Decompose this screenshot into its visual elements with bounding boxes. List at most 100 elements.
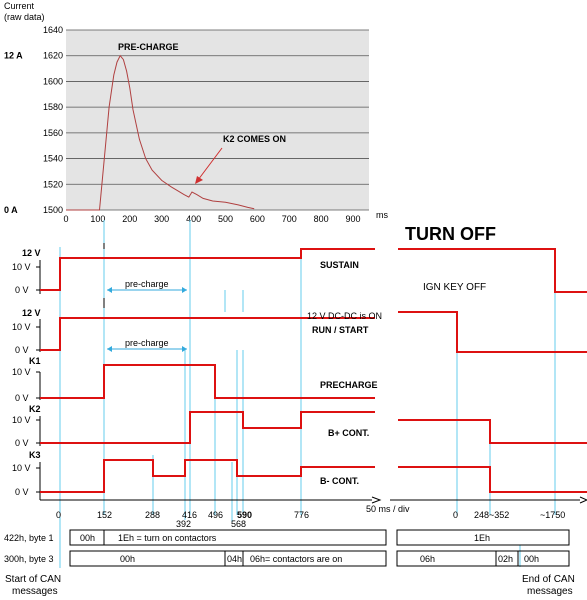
x-tick-label: 0	[63, 214, 68, 224]
ign-key-off-label: IGN KEY OFF	[423, 282, 486, 293]
precharge-label: PRECHARGE	[320, 380, 378, 390]
can-row1-b: 1Eh = turn on contactors	[118, 533, 217, 543]
y-tick-label: 1620	[43, 51, 63, 61]
start-can-label-1: Start of CAN	[5, 574, 61, 585]
run-10v-label: 10 V	[12, 322, 31, 332]
can-row1-a: 00h	[80, 533, 95, 543]
can-row2-box-off	[396, 550, 570, 567]
sustain-label: SUSTAIN	[320, 260, 359, 270]
x-label-0: 0	[56, 510, 61, 520]
k2-10v-label: 10 V	[12, 415, 31, 425]
sustain-0v-label: 0 V	[15, 285, 29, 295]
sustain-wave	[40, 248, 375, 291]
timing-x-labels: 0 152 288 416 496 590 776 392 568 0 248~…	[56, 504, 565, 529]
k2-0v-label: 0 V	[15, 438, 29, 448]
precharge-wave	[40, 364, 375, 399]
y-tick-label: 1580	[43, 102, 63, 112]
timing-y-labels: 12 V 10 V 0 V 12 V 10 V 0 V K1 10 V 0 V …	[12, 248, 41, 497]
run-start-wave	[40, 317, 375, 351]
run-12v-label: 12 V	[22, 308, 41, 318]
k3-10v-label: 10 V	[12, 463, 31, 473]
can-row2-f: 00h	[524, 554, 539, 564]
pre-charge-label-2: pre-charge	[125, 338, 169, 348]
waveforms	[40, 248, 587, 493]
can-row2-d: 06h	[420, 554, 435, 564]
timing-axes	[36, 260, 587, 504]
x-tick-label: 400	[186, 214, 201, 224]
bplus-wave	[40, 411, 375, 444]
x-tick-label: 800	[314, 214, 329, 224]
pre-charge-spans: pre-charge pre-charge	[107, 279, 187, 352]
x-tick-label: 600	[250, 214, 265, 224]
x-label-568: 568	[231, 519, 246, 529]
annotation-arrow	[197, 147, 223, 181]
k3-label: K3	[29, 450, 41, 460]
dc-dc-on-label: 12 V DC-DC is ON	[307, 311, 382, 321]
can-row2-label: 300h, byte 3	[4, 554, 54, 564]
k1-10v-label: 10 V	[12, 367, 31, 377]
y-axis-ticks: 1500 1520 1540 1560 1580 1600 1620 1640 12 A 0 A	[4, 25, 63, 215]
start-can-label-2: messages	[12, 586, 58, 597]
x-label-288: 288	[145, 510, 160, 520]
x-tick-label: 100	[90, 214, 105, 224]
x-axis-label: ms	[376, 210, 388, 220]
y-tick-label: 1600	[43, 76, 63, 86]
annotation-pre-charge: PRE-CHARGE	[118, 42, 179, 52]
y-tick-label: 1520	[43, 179, 63, 189]
y-tick-label: 1500	[43, 205, 63, 215]
x-label-496: 496	[208, 510, 223, 520]
x-tick-label: 200	[122, 214, 137, 224]
y-axis-label-line1: Current	[4, 1, 35, 11]
pre-charge-label-1: pre-charge	[125, 279, 169, 289]
can-row2-c: 06h= contactors are on	[250, 554, 342, 564]
sustain-12v-label: 12 V	[22, 248, 41, 258]
bminus-label: B- CONT.	[320, 476, 359, 486]
off-label-1750: ~1750	[540, 510, 565, 520]
amp-label: 0 A	[4, 205, 18, 215]
y-axis-label-line2: (raw data)	[4, 12, 45, 22]
k1-0v-label: 0 V	[15, 393, 29, 403]
channel-names: SUSTAIN 12 V DC-DC is ON RUN / START PRE…	[307, 260, 486, 486]
run-0v-label: 0 V	[15, 345, 29, 355]
turn-off-title: TURN OFF	[405, 224, 496, 244]
can-row2-e: 02h	[498, 554, 513, 564]
can-row1-label: 422h, byte 1	[4, 533, 54, 543]
x-label-416: 416	[182, 510, 197, 520]
current-series-line	[66, 54, 255, 211]
bplus-wave-off	[398, 419, 587, 444]
x-tick-label: 700	[282, 214, 297, 224]
end-can-label-2: messages	[527, 586, 573, 597]
plot-area	[66, 30, 369, 210]
bminus-wave-off	[398, 466, 587, 493]
x-tick-label: 500	[218, 214, 233, 224]
run-start-wave-off	[398, 311, 587, 353]
k3-0v-label: 0 V	[15, 487, 29, 497]
off-label-0: 0	[453, 510, 458, 520]
can-row1-box	[69, 529, 387, 546]
sustain-wave-off	[398, 248, 587, 293]
x-tick-label: 900	[346, 214, 361, 224]
k2-label: K2	[29, 404, 41, 414]
sustain-10v-label: 10 V	[12, 262, 31, 272]
x-label-392: 392	[176, 519, 191, 529]
x-label-590: 590	[237, 510, 252, 520]
off-label-248-352: 248~352	[474, 510, 509, 520]
scale-label: 50 ms / div	[366, 504, 410, 514]
x-axis-ticks: 0 100 200 300 400 500 600 700 800 900	[63, 214, 360, 224]
amp-label: 12 A	[4, 51, 23, 61]
run-start-label: RUN / START	[312, 325, 369, 335]
grid	[66, 29, 369, 211]
x-label-776: 776	[294, 510, 309, 520]
can-row2-box	[69, 550, 387, 567]
can-row1-box-off	[396, 529, 570, 546]
x-tick-label: 300	[154, 214, 169, 224]
x-label-152: 152	[97, 510, 112, 520]
end-can-label-1: End of CAN	[522, 574, 575, 585]
y-tick-label: 1640	[43, 25, 63, 35]
bplus-label: B+ CONT.	[328, 428, 369, 438]
y-tick-label: 1560	[43, 128, 63, 138]
bminus-wave	[40, 459, 375, 493]
